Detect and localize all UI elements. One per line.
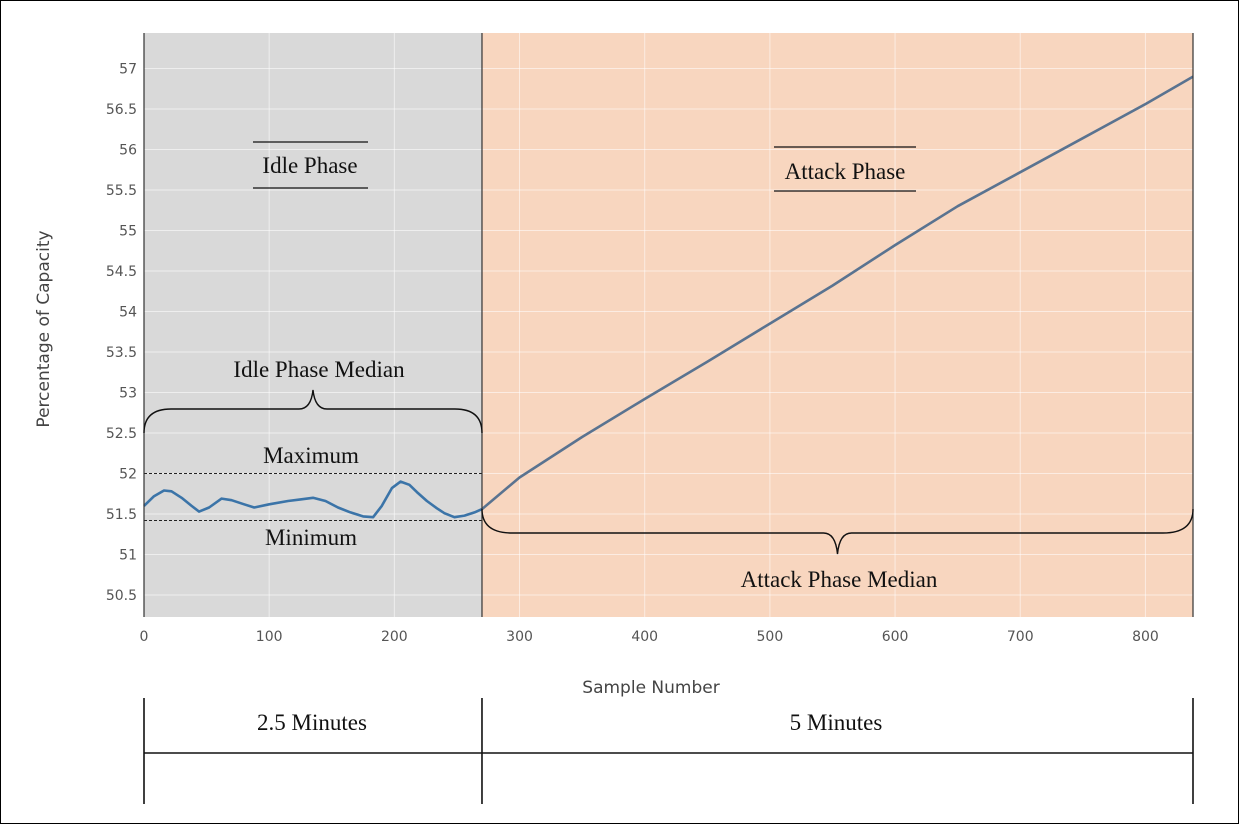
attack-series-line bbox=[481, 75, 1194, 511]
y-tick-label: 51.5 bbox=[106, 507, 137, 523]
y-tick-label: 55.5 bbox=[106, 183, 137, 199]
attack-median-label: Attack Phase Median bbox=[741, 567, 938, 592]
x-tick-label: 500 bbox=[757, 629, 784, 645]
y-tick-label: 55 bbox=[119, 224, 137, 240]
y-tick-label: 50.5 bbox=[106, 588, 137, 604]
x-axis-title: Sample Number bbox=[582, 678, 719, 698]
maximum-label: Maximum bbox=[263, 443, 359, 468]
idle-phase-region bbox=[144, 33, 482, 617]
idle-median-label: Idle Phase Median bbox=[233, 357, 405, 382]
attack-median-brace bbox=[481, 508, 1194, 555]
minimum-label: Minimum bbox=[265, 525, 357, 550]
x-tick-label: 200 bbox=[381, 629, 408, 645]
x-tick-label: 700 bbox=[1007, 629, 1034, 645]
attack-phase-region bbox=[481, 33, 1194, 617]
x-tick-label: 400 bbox=[631, 629, 658, 645]
y-tick-label: 56 bbox=[119, 143, 137, 159]
y-tick-label: 56.5 bbox=[106, 102, 137, 118]
y-tick-label: 53 bbox=[119, 386, 137, 402]
y-tick-label: 53.5 bbox=[106, 345, 137, 361]
x-tick-label: 100 bbox=[256, 629, 283, 645]
idle-median-brace bbox=[143, 389, 483, 434]
y-axis-title: Percentage of Capacity bbox=[34, 230, 54, 427]
x-tick-label: 800 bbox=[1132, 629, 1159, 645]
phase-label-idle: Idle Phase bbox=[262, 153, 357, 178]
y-tick-label: 52 bbox=[119, 467, 137, 483]
x-tick-label: 600 bbox=[882, 629, 909, 645]
idle-duration-label: 2.5 Minutes bbox=[257, 710, 367, 735]
y-tick-label: 54 bbox=[119, 305, 137, 321]
y-tick-label: 52.5 bbox=[106, 426, 137, 442]
attack-duration-label: 5 Minutes bbox=[790, 710, 883, 735]
x-tick-label: 0 bbox=[140, 629, 149, 645]
x-tick-label: 300 bbox=[506, 629, 533, 645]
y-tick-label: 57 bbox=[119, 62, 137, 78]
phase-label-attack: Attack Phase bbox=[785, 159, 906, 184]
y-tick-label: 51 bbox=[119, 548, 137, 564]
idle-series-line bbox=[143, 480, 483, 519]
y-tick-label: 54.5 bbox=[106, 264, 137, 280]
